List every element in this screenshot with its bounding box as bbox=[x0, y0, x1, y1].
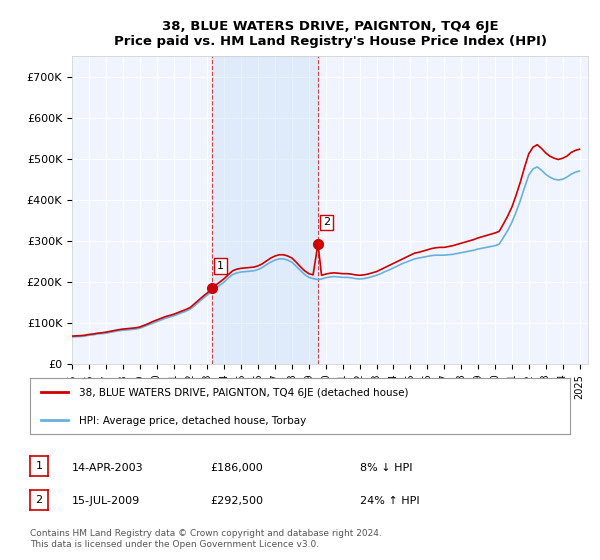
Text: 24% ↑ HPI: 24% ↑ HPI bbox=[360, 496, 419, 506]
Text: Contains HM Land Registry data © Crown copyright and database right 2024.
This d: Contains HM Land Registry data © Crown c… bbox=[30, 529, 382, 549]
Title: 38, BLUE WATERS DRIVE, PAIGNTON, TQ4 6JE
Price paid vs. HM Land Registry's House: 38, BLUE WATERS DRIVE, PAIGNTON, TQ4 6JE… bbox=[113, 20, 547, 48]
Text: 38, BLUE WATERS DRIVE, PAIGNTON, TQ4 6JE (detached house): 38, BLUE WATERS DRIVE, PAIGNTON, TQ4 6JE… bbox=[79, 388, 408, 398]
Text: £186,000: £186,000 bbox=[210, 463, 263, 473]
Text: 2: 2 bbox=[323, 217, 330, 227]
Text: 2: 2 bbox=[35, 495, 43, 505]
Bar bbox=[212, 56, 318, 364]
Text: 1: 1 bbox=[217, 261, 224, 271]
Text: 8% ↓ HPI: 8% ↓ HPI bbox=[360, 463, 413, 473]
Text: £292,500: £292,500 bbox=[210, 496, 263, 506]
Text: HPI: Average price, detached house, Torbay: HPI: Average price, detached house, Torb… bbox=[79, 416, 306, 426]
Text: 14-APR-2003: 14-APR-2003 bbox=[72, 463, 143, 473]
Text: 15-JUL-2009: 15-JUL-2009 bbox=[72, 496, 140, 506]
Text: 1: 1 bbox=[35, 461, 43, 471]
